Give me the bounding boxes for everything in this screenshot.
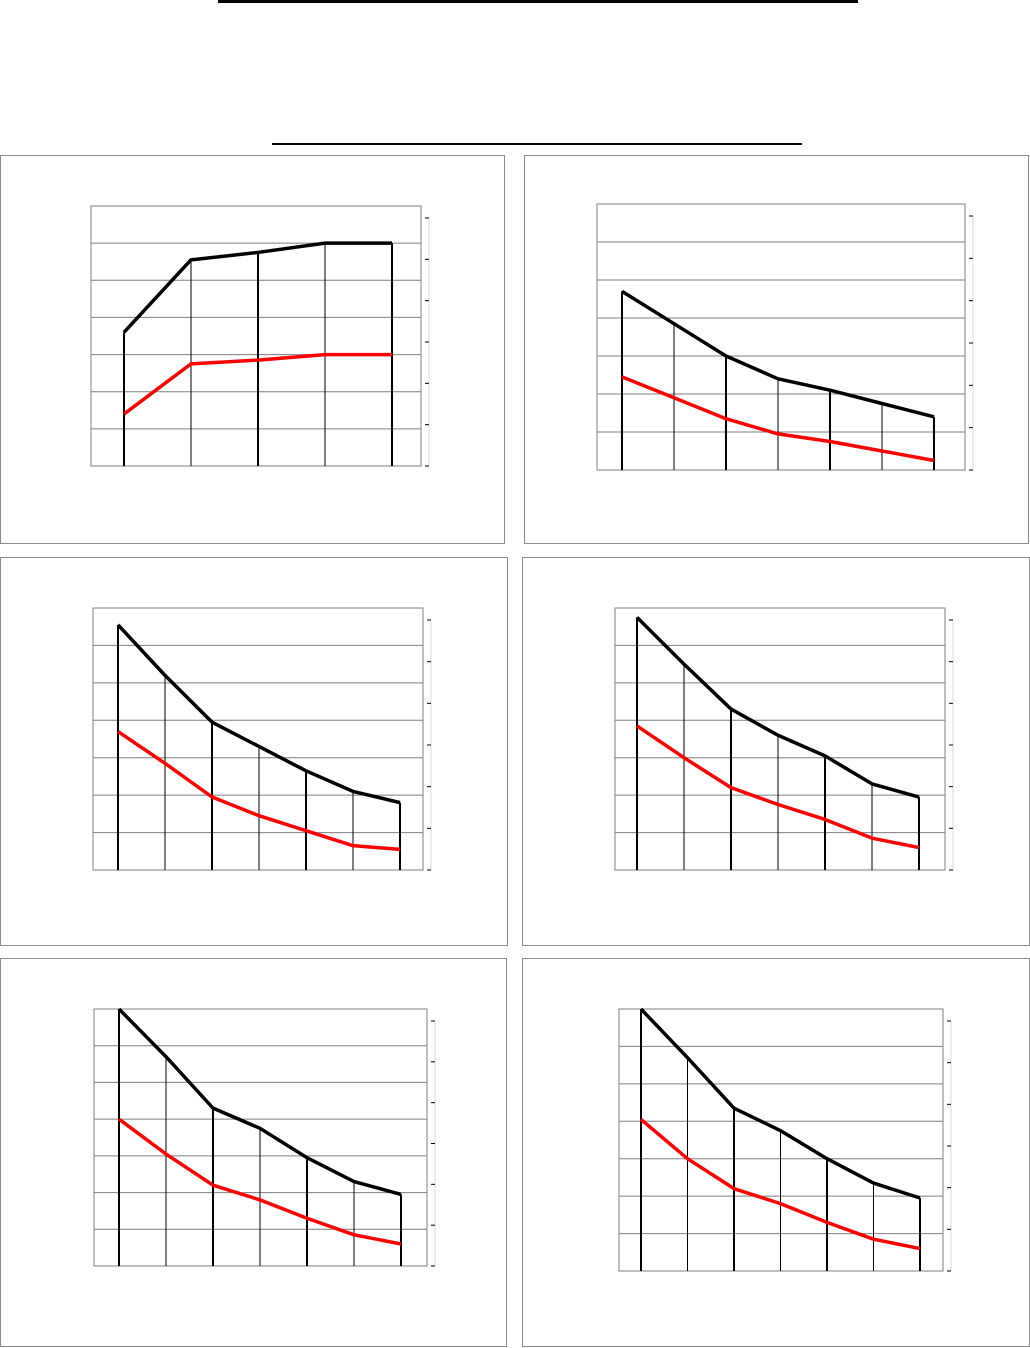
line-chart-6 xyxy=(618,1007,952,1272)
line-chart-1 xyxy=(90,205,430,467)
series-line-red xyxy=(117,730,401,852)
chart-panel-6 xyxy=(522,958,1030,1347)
chart-panel-5 xyxy=(0,958,507,1347)
chart-panel-3 xyxy=(0,557,508,946)
section-rule xyxy=(272,143,802,145)
plot-area xyxy=(92,607,424,871)
chart-panel-2 xyxy=(524,155,1029,544)
line-chart-3 xyxy=(92,607,432,871)
plot-area xyxy=(614,607,946,871)
plot-area xyxy=(596,203,966,471)
line-chart-5 xyxy=(93,1007,436,1267)
plot-area xyxy=(90,205,422,467)
line-chart-4 xyxy=(614,607,954,871)
series-line-red xyxy=(122,352,392,416)
chart-panel-1 xyxy=(0,155,505,544)
series-line-black xyxy=(122,241,392,334)
series-line-red xyxy=(621,375,935,463)
series-line-red xyxy=(117,1117,402,1246)
series-line-black xyxy=(116,623,401,805)
chart-panel-4 xyxy=(522,557,1030,946)
series-line-black xyxy=(117,1007,402,1197)
line-chart-2 xyxy=(596,203,974,471)
series-line-black xyxy=(639,1007,921,1200)
series-line-black xyxy=(635,616,920,799)
series-line-black xyxy=(621,289,935,419)
series-line-red xyxy=(636,724,920,850)
top-rule xyxy=(218,0,858,3)
series-line-red xyxy=(639,1118,921,1251)
